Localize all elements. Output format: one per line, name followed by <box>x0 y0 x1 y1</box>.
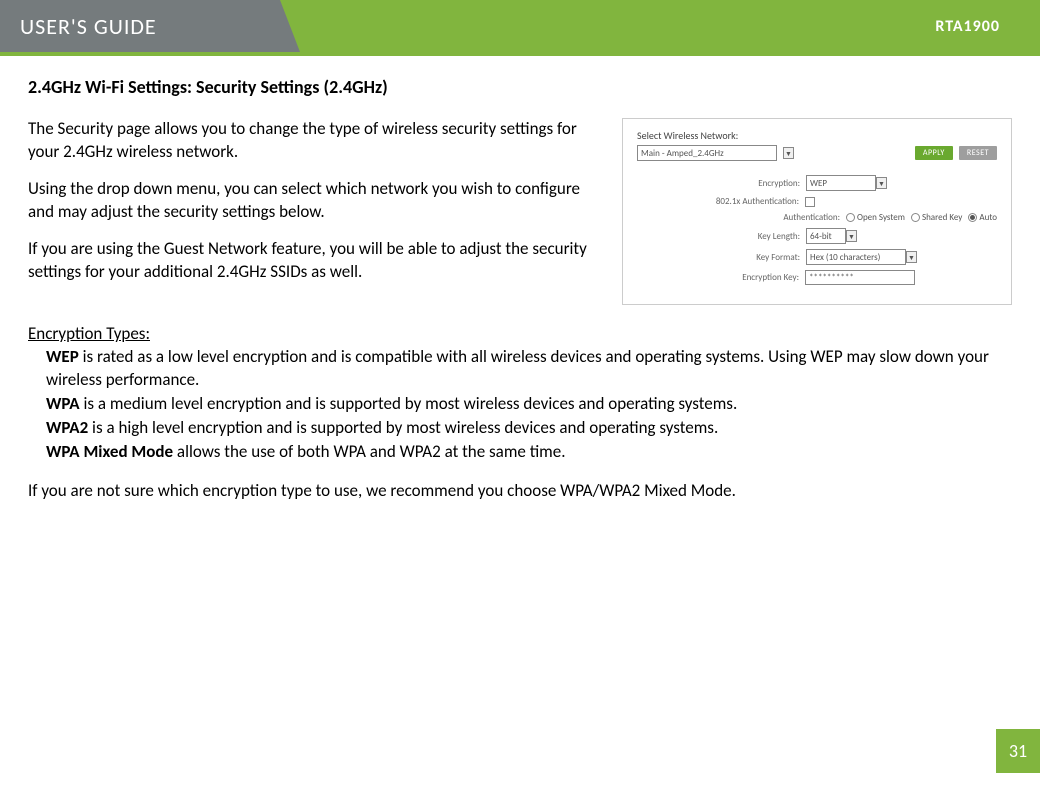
network-dropdown-value: Main - Amped_2.4GHz <box>641 148 724 159</box>
radio-auto[interactable] <box>968 213 977 222</box>
network-dropdown[interactable]: Main - Amped_2.4GHz <box>637 145 777 161</box>
page-number: 31 <box>996 729 1040 773</box>
screenshot-topbar: Main - Amped_2.4GHz ▼ APPLY RESET <box>637 145 997 161</box>
chevron-down-icon[interactable]: ▼ <box>783 147 794 159</box>
key-length-dropdown[interactable]: 64-bit <box>806 228 846 244</box>
radio-open-label: Open System <box>857 212 905 223</box>
encryption-types-heading: Encryption Types: <box>28 323 1012 344</box>
enc-wpa: WPA is a medium level encryption and is … <box>46 393 1012 416</box>
enc-wep: WEP is rated as a low level encryption a… <box>46 346 1012 392</box>
enc-wpa2: WPA2 is a high level encryption and is s… <box>46 417 1012 440</box>
enc-wpa2-name: WPA2 <box>46 417 88 438</box>
header-title-left: USER'S GUIDE <box>0 0 280 52</box>
encryption-dropdown[interactable]: WEP <box>806 175 876 191</box>
enc-wep-desc: is rated as a low level encryption and i… <box>46 346 989 390</box>
encryption-key-input[interactable]: ********** <box>805 270 915 285</box>
enc-mixed-name: WPA Mixed Mode <box>46 441 173 462</box>
key-format-label: Key Format: <box>756 252 806 263</box>
row-encryption-key: Encryption Key: ********** <box>637 270 997 285</box>
encryption-key-label: Encryption Key: <box>742 272 805 283</box>
enc-wep-name: WEP <box>46 346 79 367</box>
row-key-length: Key Length: 64-bit ▼ <box>637 228 997 244</box>
intro-p1: The Security page allows you to change t… <box>28 118 602 164</box>
authentication-label: Authentication: <box>783 212 846 223</box>
apply-button[interactable]: APPLY <box>915 146 953 160</box>
row-8021x: 802.1x Authentication: <box>637 196 997 207</box>
key-format-dropdown[interactable]: Hex (10 characters) <box>806 249 906 265</box>
auth8021x-checkbox[interactable] <box>805 197 815 207</box>
footer-recommendation: If you are not sure which encryption typ… <box>28 480 1012 503</box>
radio-open[interactable] <box>846 213 855 222</box>
page-header: USER'S GUIDE RTA1900 <box>0 0 1040 52</box>
enc-wpa2-desc: is a high level encryption and is suppor… <box>88 417 718 438</box>
radio-shared-label: Shared Key <box>922 212 962 223</box>
auth8021x-label: 802.1x Authentication: <box>716 196 805 207</box>
enc-mixed-desc: allows the use of both WPA and WPA2 at t… <box>173 441 565 462</box>
enc-wpa-desc: is a medium level encryption and is supp… <box>80 393 738 414</box>
section-title: 2.4GHz Wi-Fi Settings: Security Settings… <box>28 76 1012 98</box>
key-length-value: 64-bit <box>810 231 832 242</box>
row-authentication: Authentication: Open System Shared Key A… <box>637 212 997 223</box>
intro-p3: If you are using the Guest Network featu… <box>28 238 602 284</box>
radio-shared[interactable] <box>911 213 920 222</box>
encryption-value: WEP <box>810 178 827 189</box>
chevron-down-icon[interactable]: ▼ <box>876 177 887 189</box>
key-format-value: Hex (10 characters) <box>810 252 880 263</box>
chevron-down-icon[interactable]: ▼ <box>906 251 917 263</box>
reset-button[interactable]: RESET <box>959 146 997 160</box>
enc-wpa-name: WPA <box>46 393 80 414</box>
header-title-right: RTA1900 <box>280 0 1040 52</box>
radio-auto-label: Auto <box>979 212 997 223</box>
row-key-format: Key Format: Hex (10 characters) ▼ <box>637 249 997 265</box>
intro-text: The Security page allows you to change t… <box>28 118 602 305</box>
settings-screenshot: Select Wireless Network: Main - Amped_2.… <box>622 118 1012 305</box>
select-network-label: Select Wireless Network: <box>637 129 997 142</box>
encryption-types-list: WEP is rated as a low level encryption a… <box>28 346 1012 464</box>
chevron-down-icon[interactable]: ▼ <box>846 230 857 242</box>
enc-mixed: WPA Mixed Mode allows the use of both WP… <box>46 441 1012 464</box>
intro-p2: Using the drop down menu, you can select… <box>28 178 602 224</box>
encryption-label: Encryption: <box>758 178 806 189</box>
page-content: 2.4GHz Wi-Fi Settings: Security Settings… <box>0 56 1040 503</box>
row-encryption: Encryption: WEP ▼ <box>637 175 997 191</box>
key-length-label: Key Length: <box>758 231 806 242</box>
intro-wrap: The Security page allows you to change t… <box>28 118 1012 305</box>
